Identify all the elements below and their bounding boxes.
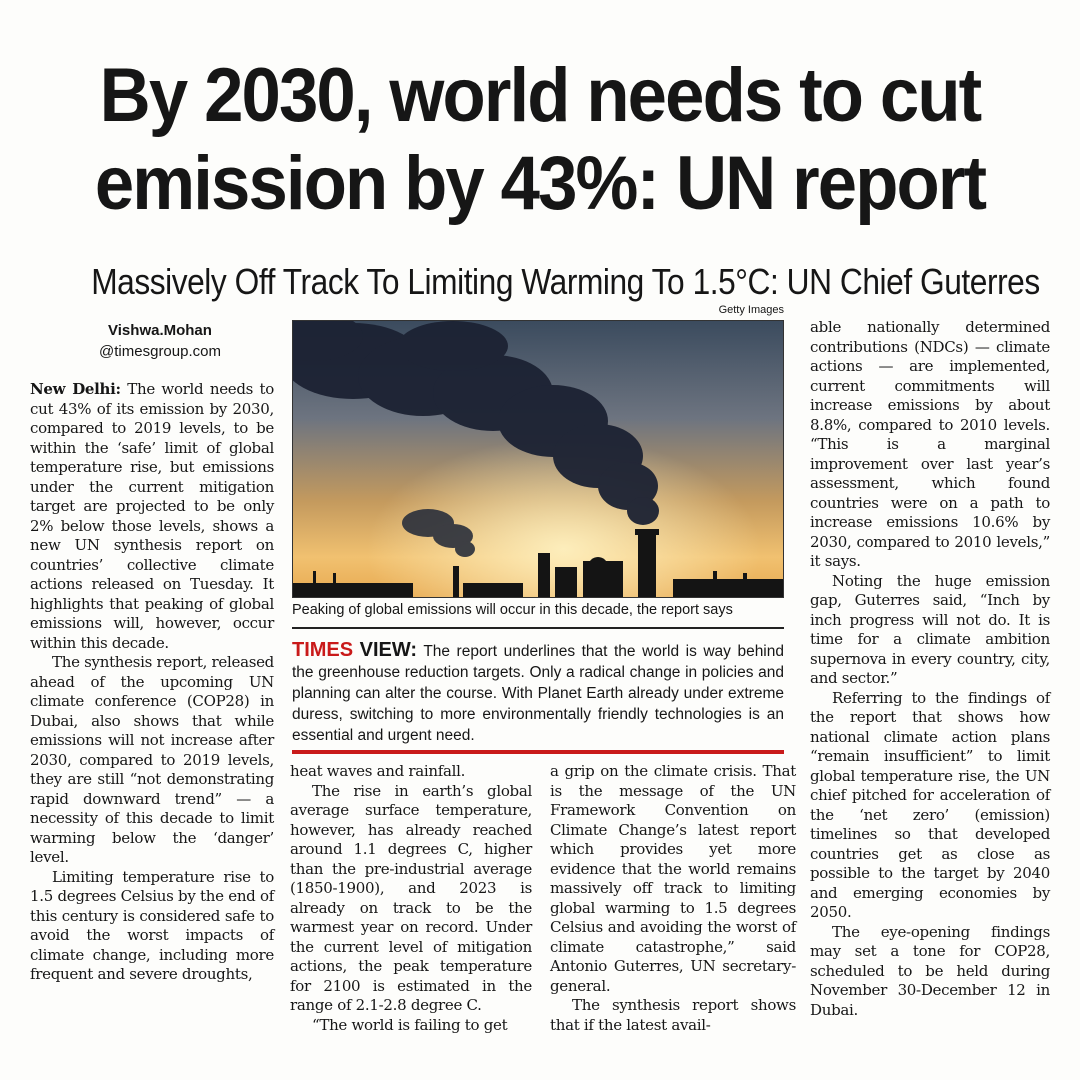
dateline: New Delhi: bbox=[30, 380, 121, 398]
paragraph: Limiting temperature rise to 1.5 degrees… bbox=[30, 867, 274, 984]
paragraph: New Delhi: The world needs to cut 43% of… bbox=[30, 380, 274, 653]
paragraph: “The world is failing to get bbox=[312, 1015, 508, 1034]
times-view-top-rule bbox=[292, 627, 784, 629]
paragraph: able nationally determined contributions… bbox=[810, 318, 1050, 570]
paragraph: The rise in earth’s global average surfa… bbox=[290, 781, 532, 1015]
article-column-2: heat waves and rainfall. The rise in ear… bbox=[290, 762, 532, 1035]
paragraph: Referring to the findings of the report … bbox=[810, 688, 1050, 922]
byline: Vishwa.Mohan @timesgroup.com bbox=[40, 320, 280, 362]
times-view-bottom-rule bbox=[292, 750, 784, 754]
headline-line-1: By 2030, world needs to cut bbox=[99, 53, 983, 138]
paragraph: The synthesis report shows that if the l… bbox=[550, 996, 796, 1034]
photo-smokestacks bbox=[292, 320, 784, 598]
paragraph: heat waves and rainfall. bbox=[290, 762, 466, 780]
times-view-text: The report underlines that the world is … bbox=[292, 643, 784, 744]
photo-credit: Getty Images bbox=[718, 304, 784, 316]
subheadline: Massively Off Track To Limiting Warming … bbox=[91, 261, 1040, 302]
author-name: Vishwa.Mohan bbox=[108, 322, 212, 339]
paragraph: Noting the huge emission gap, Guterres s… bbox=[810, 571, 1050, 688]
author-handle: @timesgroup.com bbox=[99, 343, 221, 360]
photo-caption: Peaking of global emissions will occur i… bbox=[292, 602, 733, 618]
times-view-label-black: VIEW: bbox=[359, 639, 418, 661]
article-column-3: a grip on the climate crisis. That is th… bbox=[550, 762, 796, 1035]
times-view-box: TIMES VIEW: The report underlines that t… bbox=[292, 640, 784, 746]
smokestack-illustration bbox=[293, 321, 783, 597]
paragraph-text: The world needs to cut 43% of its emissi… bbox=[30, 380, 274, 652]
headline-line-2: emission by 43%: UN report bbox=[94, 141, 987, 226]
headline: By 2030, world needs to cut emission by … bbox=[58, 52, 1021, 228]
paragraph: The synthesis report, released ahead of … bbox=[30, 653, 274, 866]
article-column-1: New Delhi: The world needs to cut 43% of… bbox=[30, 380, 274, 985]
paragraph: a grip on the climate crisis. That is th… bbox=[550, 762, 796, 995]
paragraph: The eye-opening findings may set a tone … bbox=[810, 922, 1050, 1019]
article-column-4: able nationally determined contributions… bbox=[810, 318, 1050, 1020]
times-view-label-red: TIMES bbox=[292, 639, 354, 661]
